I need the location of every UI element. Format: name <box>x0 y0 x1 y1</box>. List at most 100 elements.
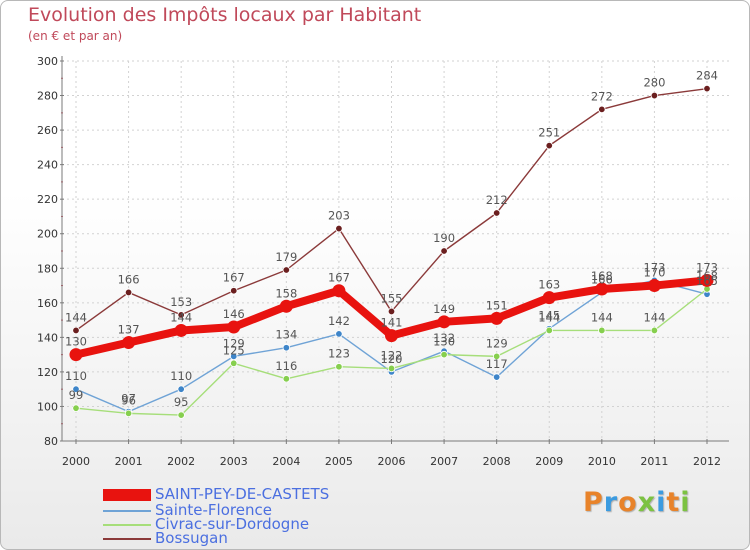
data-point <box>545 326 553 335</box>
chart-title: Evolution des Impôts locaux par Habitant <box>28 4 422 26</box>
data-label: 170 <box>643 266 665 280</box>
y-tick-label: 280 <box>37 90 58 103</box>
data-point <box>647 279 661 293</box>
data-label: 117 <box>486 357 508 371</box>
data-point <box>598 326 606 335</box>
data-label: 179 <box>275 250 297 264</box>
data-label: 144 <box>170 310 192 324</box>
data-point <box>492 209 501 217</box>
data-label: 144 <box>538 310 560 324</box>
y-tick-label: 140 <box>37 331 58 344</box>
data-point <box>545 141 553 150</box>
data-label: 96 <box>121 393 136 407</box>
legend-label: Bossugan <box>155 529 228 547</box>
logo-letter: i <box>680 487 691 518</box>
y-tick-label: 160 <box>37 297 58 310</box>
data-label: 99 <box>69 388 84 402</box>
data-point <box>124 409 133 418</box>
data-label: 165 <box>696 274 718 288</box>
data-label: 151 <box>486 298 508 312</box>
data-label: 146 <box>223 307 245 321</box>
y-tick-label: 220 <box>37 193 58 206</box>
legend-label: SAINT-PEY-DE-CASTETS <box>155 485 330 503</box>
data-label: 110 <box>65 369 87 383</box>
series-lines <box>69 84 714 419</box>
data-point <box>335 330 343 338</box>
data-label: 142 <box>328 314 350 328</box>
data-label: 173 <box>643 260 665 274</box>
data-label: 130 <box>65 335 87 349</box>
y-tick-label: 300 <box>37 55 58 68</box>
legend-swatch-civrac <box>103 524 151 526</box>
x-tick-label: 2002 <box>167 455 195 468</box>
data-label: 134 <box>275 328 297 342</box>
logo-letter: r <box>603 487 619 518</box>
data-label: 280 <box>643 76 665 90</box>
data-label: 158 <box>275 286 297 300</box>
x-tick-label: 2007 <box>430 455 458 468</box>
logo-letter: P <box>583 487 604 518</box>
data-label: 144 <box>643 310 665 324</box>
data-point <box>72 326 80 335</box>
data-label: 97 <box>121 392 136 406</box>
data-label: 120 <box>381 352 403 366</box>
x-tick-label: 2000 <box>62 455 90 468</box>
data-label: 173 <box>696 260 718 274</box>
data-point <box>387 364 396 373</box>
data-label: 129 <box>486 336 508 350</box>
x-tick-label: 2004 <box>272 455 300 468</box>
data-label: 203 <box>328 209 350 223</box>
data-label: 190 <box>433 231 455 245</box>
data-label: 125 <box>223 343 245 357</box>
data-point <box>387 307 396 316</box>
data-label: 132 <box>433 331 455 345</box>
data-point <box>72 385 80 393</box>
data-point <box>335 363 343 371</box>
data-label: 144 <box>591 310 613 324</box>
data-point <box>282 266 291 274</box>
data-label: 144 <box>65 310 87 324</box>
data-label: 130 <box>433 335 455 349</box>
data-point <box>177 411 185 419</box>
data-label: 163 <box>538 278 560 292</box>
data-point <box>490 311 504 325</box>
legend-swatch-saint-pey <box>103 489 151 501</box>
x-tick-label: 2008 <box>483 455 511 468</box>
data-point <box>177 311 185 319</box>
y-tick-label: 260 <box>37 124 58 137</box>
data-point <box>440 350 448 359</box>
data-label: 168 <box>591 269 613 283</box>
data-label: 141 <box>381 316 403 330</box>
data-label: 251 <box>538 126 560 140</box>
data-label: 166 <box>591 272 613 286</box>
data-point <box>542 291 556 305</box>
x-tick-label: 2006 <box>378 455 406 468</box>
legend-swatch-sainte-florence <box>103 510 151 512</box>
grid-lines <box>62 60 729 442</box>
x-tick-label: 2005 <box>325 455 353 468</box>
data-label: 116 <box>275 359 297 373</box>
y-tick-label: 80 <box>44 435 58 448</box>
data-point <box>492 352 501 361</box>
legend-label: Sainte-Florence <box>155 501 272 519</box>
data-label: 122 <box>381 348 403 362</box>
y-tick-label: 120 <box>37 366 58 379</box>
data-point <box>230 359 238 367</box>
legend-label: Civrac-sur-Dordogne <box>155 515 310 533</box>
x-tick-label: 2001 <box>115 455 143 468</box>
y-tick-label: 240 <box>37 159 58 172</box>
y-tick-label: 100 <box>37 400 58 413</box>
legend-swatch-bossugan <box>103 538 151 540</box>
data-point <box>332 284 346 298</box>
x-tick-label: 2010 <box>588 455 616 468</box>
logo-letter: t <box>666 487 681 518</box>
data-label: 166 <box>118 272 140 286</box>
x-tick-label: 2009 <box>535 455 563 468</box>
data-label: 129 <box>223 336 245 350</box>
data-point <box>598 105 606 114</box>
data-label: 284 <box>696 69 718 83</box>
data-point <box>230 287 238 295</box>
data-label: 212 <box>486 193 508 207</box>
